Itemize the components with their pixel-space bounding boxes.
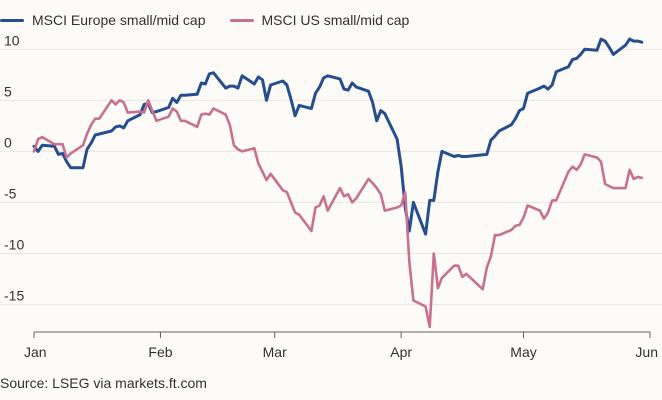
source-note: Source: LSEG via markets.ft.com	[0, 375, 207, 391]
x-tick-label: Apr	[390, 344, 412, 360]
y-tick-label: 5	[4, 83, 12, 99]
legend-label-us: MSCI US small/mid cap	[261, 12, 410, 28]
y-axis-tick-labels: 10 5 0 -5 -10 -15	[4, 32, 24, 303]
series-line-europe	[32, 37, 644, 236]
y-tick-label: 10	[4, 32, 20, 48]
x-tick-label: Jun	[635, 344, 658, 360]
x-axis: Jan Feb Mar Apr May Jun	[24, 331, 658, 360]
series-lines	[32, 37, 644, 329]
x-tick-label: Jan	[24, 344, 47, 360]
gridlines	[0, 48, 662, 305]
y-tick-label: -5	[4, 185, 17, 201]
legend-label-europe: MSCI Europe small/mid cap	[32, 12, 206, 28]
legend-item-europe: MSCI Europe small/mid cap	[0, 12, 206, 28]
legend: MSCI Europe small/mid cap MSCI US small/…	[0, 8, 409, 32]
legend-swatch-us	[229, 18, 254, 22]
series-line-us	[32, 99, 644, 329]
x-tick-label: Feb	[148, 344, 172, 360]
x-tick-label: Mar	[263, 344, 287, 360]
y-tick-label: -10	[4, 236, 24, 252]
x-tick-label: May	[510, 344, 536, 360]
legend-swatch-europe	[0, 18, 24, 22]
y-tick-label: -15	[4, 287, 24, 303]
legend-item-us: MSCI US small/mid cap	[229, 12, 410, 28]
y-tick-label: 0	[4, 134, 12, 150]
